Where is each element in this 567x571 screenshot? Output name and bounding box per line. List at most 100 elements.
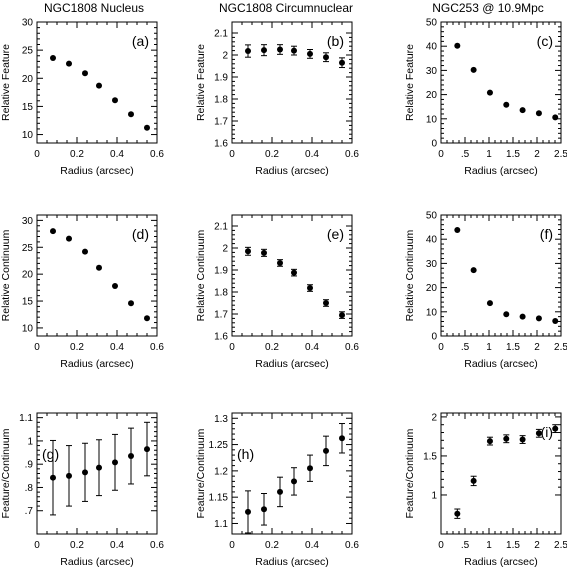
y-tick-label: 0 [431, 332, 437, 343]
data-point [277, 259, 283, 266]
data-point [128, 300, 134, 307]
data-point [261, 249, 267, 256]
chart-panel-1: 0 0.2 0.4 0.6 10 15 20 25 30 Radius (arcsec) Relat… [0, 18, 164, 178]
data-point [535, 430, 542, 437]
data-point [82, 70, 88, 77]
x-tick-label: 0 [229, 540, 235, 551]
x-tick-label: 0.6 [150, 149, 164, 160]
data-point [112, 459, 118, 466]
x-tick-label: 1 [486, 540, 492, 551]
plot-frame [36, 412, 158, 535]
chart-panel-5: 0 0.2 0.4 0.6 1.6 1.7 1.8 1.9 2 2.1 Radius (arcsec… [195, 214, 359, 370]
data-point [291, 269, 297, 276]
data-point [486, 89, 493, 96]
data-point [339, 59, 345, 66]
data-point [261, 47, 267, 54]
x-tick-label: 0 [34, 149, 40, 160]
y-tick-label: 30 [22, 216, 34, 227]
data-point [552, 114, 559, 121]
data-point [307, 465, 313, 472]
panel-label: (b) [327, 33, 344, 49]
y-axis-label: Relative Continuum [0, 229, 12, 321]
y-tick-label: 15 [22, 297, 34, 308]
data-point [291, 47, 297, 54]
y-tick-label: 20 [426, 90, 438, 101]
x-tick-label: 0.4 [305, 149, 319, 160]
y-tick-label: 25 [22, 243, 34, 254]
x-tick-label: 0.6 [150, 540, 164, 551]
x-tick-label: 0.4 [305, 342, 319, 353]
data-point [128, 111, 134, 118]
y-tick-label: .9 [25, 460, 34, 471]
y-tick-label: 0 [431, 139, 437, 150]
y-tick-label: 1.7 [214, 117, 228, 128]
data-point [245, 248, 251, 255]
x-tick-label: 2 [534, 540, 540, 551]
plot-frame [231, 412, 353, 535]
y-tick-label: 20 [22, 74, 34, 85]
y-tick-label: .7 [25, 506, 34, 517]
x-tick-label: 0.6 [345, 540, 359, 551]
panel-label: (d) [132, 226, 149, 242]
x-tick-label: 0 [438, 149, 444, 160]
panel-label: (c) [537, 33, 553, 49]
data-point [470, 477, 477, 484]
x-axis-label: Radius (arcsec) [464, 358, 538, 370]
y-axis-label: Feature/Continuum [195, 428, 207, 518]
x-tick-label: 0.4 [305, 540, 319, 551]
y-tick-label: 10 [426, 307, 438, 318]
data-point [323, 300, 329, 306]
y-tick-label: 1.1 [214, 519, 228, 530]
y-tick-label: 50 [426, 18, 438, 29]
data-point [112, 282, 118, 289]
y-tick-label: 1.9 [214, 73, 228, 84]
data-point [277, 488, 283, 495]
panel-label: (a) [132, 33, 149, 49]
y-tick-label: 2.1 [214, 29, 228, 40]
data-point [486, 438, 493, 445]
data-point [66, 472, 72, 479]
data-point [291, 478, 297, 485]
y-axis-label: Feature/Continuum [404, 428, 416, 518]
x-tick-label: 0.4 [110, 342, 124, 353]
x-tick-label: .5 [461, 342, 470, 353]
x-axis-label: Radius (arcsec) [60, 358, 134, 370]
x-axis-label: Radius (arcsec) [60, 556, 134, 568]
x-tick-label: 0.2 [70, 342, 84, 353]
data-point [82, 248, 88, 255]
y-tick-label: 2.1 [214, 222, 228, 233]
x-tick-label: 0 [229, 149, 235, 160]
y-tick-label: 1.15 [209, 493, 229, 504]
data-point [82, 469, 88, 476]
y-tick-label: 1 [27, 436, 33, 447]
y-tick-label: 40 [426, 235, 438, 246]
y-tick-label: 1.5 [423, 451, 437, 462]
data-point [50, 474, 56, 481]
data-point [66, 235, 72, 242]
data-point [535, 315, 542, 322]
data-point [307, 285, 313, 292]
y-tick-label: 1.9 [214, 266, 228, 277]
column-title-2: NGC1808 Circumnuclear [219, 1, 353, 15]
y-tick-label: 1.25 [209, 440, 229, 451]
x-tick-label: 2 [534, 342, 540, 353]
data-point [277, 46, 283, 53]
x-tick-label: 2 [534, 149, 540, 160]
x-tick-label: 0 [34, 342, 40, 353]
y-tick-label: 40 [426, 42, 438, 53]
y-axis-label: Relative Continuum [404, 229, 416, 321]
y-tick-label: 30 [426, 66, 438, 77]
x-tick-label: 0.4 [110, 540, 124, 551]
x-tick-label: 1.5 [506, 149, 520, 160]
panel-label: (i) [541, 424, 553, 440]
y-tick-label: 1.8 [214, 95, 228, 106]
y-tick-label: 1 [431, 490, 437, 501]
column-title-3: NGC253 @ 10.9Mpc [432, 1, 544, 15]
y-tick-label: 50 [426, 211, 438, 222]
data-point [552, 425, 559, 432]
column-title-1: NGC1808 Nucleus [44, 1, 144, 15]
data-point [96, 264, 102, 271]
data-point [50, 55, 56, 62]
